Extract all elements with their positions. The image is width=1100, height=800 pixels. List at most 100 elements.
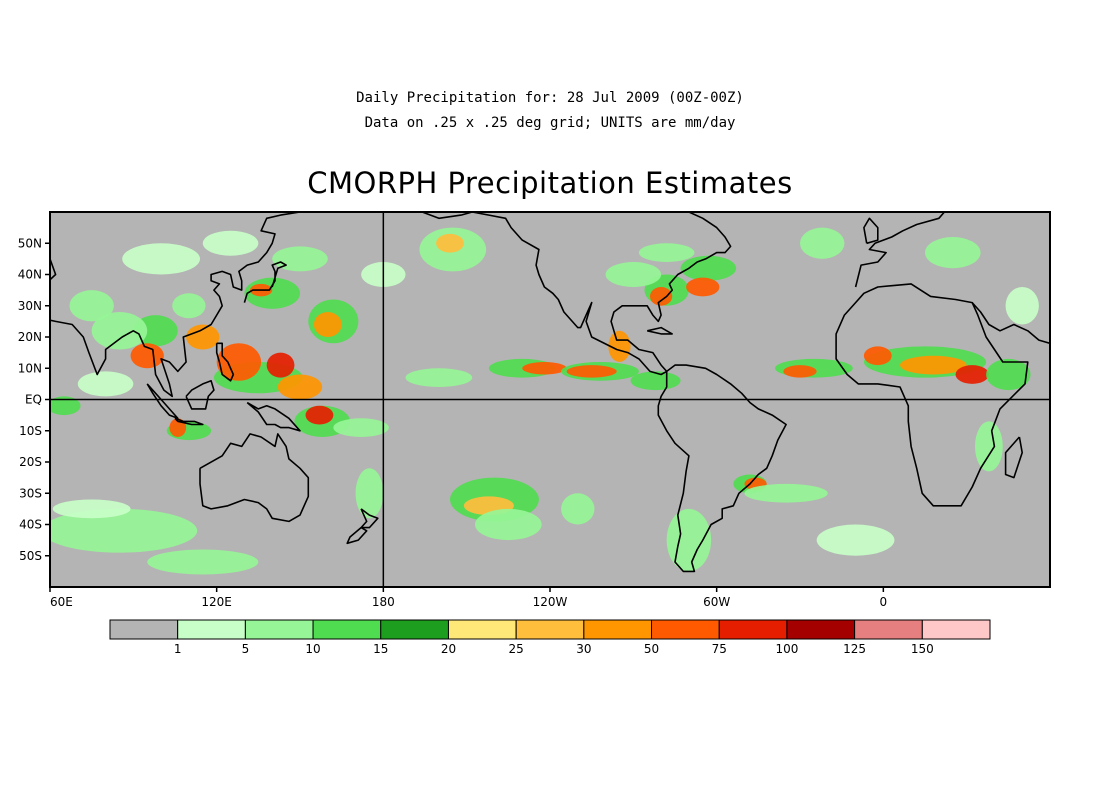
precip-area-39: [783, 365, 817, 378]
precip-area-9: [186, 324, 220, 350]
lon-label: 120E: [201, 595, 232, 609]
coastline-africa: [835, 283, 1029, 507]
coastline-nz-south: [346, 526, 368, 545]
lon-label: 0: [880, 595, 888, 609]
precip-area-62: [122, 243, 200, 275]
lat-label: 40S: [19, 518, 42, 532]
lon-label: 60W: [703, 595, 730, 609]
precip-area-35: [638, 243, 695, 262]
coastline-borneo: [185, 380, 215, 410]
lat-label: 30N: [18, 299, 42, 313]
legend-swatch: [447, 619, 517, 640]
lat-label: 20S: [19, 455, 42, 469]
coastline-north-america: [421, 212, 732, 376]
legend-swatch: [312, 619, 382, 640]
legend-label: 30: [576, 642, 591, 656]
lon-label: 180: [372, 595, 395, 609]
precip-area-27: [630, 371, 681, 391]
legend-label: 75: [712, 642, 727, 656]
coastlines: [50, 212, 1050, 573]
map-title: CMORPH Precipitation Estimates: [307, 166, 793, 200]
coastline-south-america: [657, 364, 787, 573]
legend-swatch: [854, 619, 923, 640]
precip-area-36: [800, 227, 845, 259]
legend-swatch: [786, 619, 856, 640]
legend-swatch: [109, 619, 179, 640]
lon-label: 60E: [50, 595, 73, 609]
precip-area-11: [130, 343, 164, 369]
color-legend: 1 5 10 15 20 25 30 50 75 100 125 150: [109, 619, 991, 656]
coastline-java: [174, 417, 204, 426]
precip-area-44: [986, 358, 1031, 391]
precip-area-60: [77, 371, 134, 397]
lat-label: EQ: [25, 393, 42, 407]
legend-label: 5: [242, 642, 250, 656]
header-line-units: Data on .25 x .25 deg grid; UNITS are mm…: [364, 115, 736, 131]
legend-swatch: [177, 619, 246, 640]
lat-labels: 50N 40N 30N 20N 10N EQ 10S 20S 30S 40S 50S: [18, 236, 50, 563]
legend-swatch: [515, 619, 585, 640]
precip-area-22: [436, 233, 464, 253]
legend-swatch: [244, 619, 314, 640]
precip-area-18: [91, 312, 148, 350]
lat-label: 10N: [18, 361, 42, 375]
coastline-eurasia-east: [50, 212, 301, 398]
legend-label: 10: [305, 642, 320, 656]
legend-swatch: [583, 619, 653, 640]
legend-swatch: [718, 619, 788, 640]
lat-label: 40N: [18, 268, 42, 282]
precip-area-58: [975, 421, 1003, 472]
lat-label: 50N: [18, 236, 42, 250]
legend-label: 20: [441, 642, 456, 656]
legend-label: 15: [373, 642, 388, 656]
precip-area-33: [680, 255, 737, 281]
header-line-date: Daily Precipitation for: 28 Jul 2009 (00…: [356, 90, 744, 106]
precip-area-34: [686, 277, 720, 297]
precip-area-14: [50, 396, 81, 416]
legend-swatch: [651, 619, 720, 640]
precip-area-63: [202, 230, 259, 256]
legend-label: 150: [911, 642, 934, 656]
lat-label: 20N: [18, 330, 42, 344]
precip-area-8: [313, 312, 342, 337]
lat-label: 10S: [19, 424, 42, 438]
legend-label: 100: [775, 642, 798, 656]
coastline-eurasia: [854, 212, 1050, 288]
coastline-madagascar: [1004, 436, 1023, 479]
coastline-cuba: [647, 326, 673, 335]
coastline-nz: [360, 508, 379, 529]
precip-area-41: [900, 355, 967, 375]
coastline-sumatra: [146, 383, 179, 420]
precip-area-51: [744, 483, 828, 503]
precip-area-26: [566, 365, 617, 378]
precip-area-6: [333, 418, 389, 437]
coastline-newguinea: [246, 401, 301, 432]
legend-label: 125: [843, 642, 866, 656]
lon-label: 120W: [533, 595, 568, 609]
precip-area-59: [1005, 287, 1039, 325]
precip-area-54: [52, 499, 131, 519]
coastline-australia: [199, 433, 310, 523]
precip-area-43: [863, 346, 892, 366]
precip-area-48: [561, 493, 595, 525]
precip-area-28: [405, 368, 473, 387]
lat-label: 50S: [19, 549, 42, 563]
legend-label: 25: [509, 642, 524, 656]
precip-area-5: [305, 405, 334, 425]
precip-area-1: [216, 343, 262, 381]
precip-area-32: [605, 262, 662, 287]
precip-area-42: [955, 365, 989, 384]
precip-area-3: [277, 374, 323, 400]
precip-area-19: [69, 290, 114, 322]
precip-area-31: [650, 287, 673, 306]
coastline-arabia-sea: [971, 302, 1050, 345]
precip-area-2: [266, 352, 295, 378]
precip-area-56: [666, 508, 712, 572]
precip-area-57: [816, 524, 895, 556]
lat-label: 30S: [19, 486, 42, 500]
precip-area-24: [522, 362, 567, 375]
precip-area-29: [608, 330, 631, 362]
precip-layer: [50, 227, 1039, 575]
coastline-japan: [243, 261, 287, 303]
